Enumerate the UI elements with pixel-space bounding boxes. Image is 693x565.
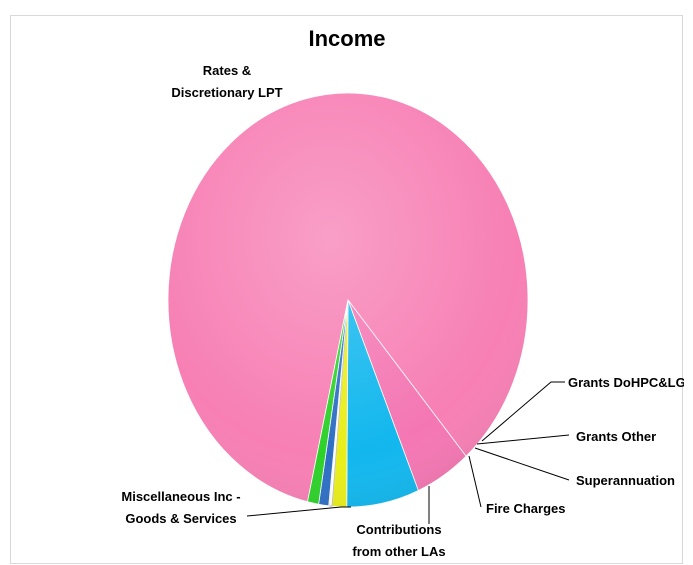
slice-label-line: Miscellaneous Inc -: [121, 489, 240, 504]
slice-label-line: Grants Other: [576, 429, 656, 444]
leader-line: [476, 434, 570, 445]
chart-area: Income Rates & Discretionary LPT Miscellan…: [10, 15, 684, 564]
leader-line: [481, 381, 565, 442]
slice-label-line: Fire Charges: [486, 501, 565, 516]
slice-label: Grants Other: [576, 429, 656, 444]
leader-line: [474, 447, 570, 481]
slice-label-line: Grants DoHPC&LG: [568, 375, 684, 390]
slice-label: Superannuation: [576, 473, 675, 488]
slice-label-line: Goods & Services: [125, 511, 236, 526]
slice-label: Contributions from other LAs: [352, 522, 445, 559]
slice-label: Miscellaneous Inc - Goods & Services: [121, 489, 240, 526]
slice-label: Fire Charges: [486, 501, 565, 516]
leader-line: [468, 455, 482, 508]
pie-chart: Income Rates & Discretionary LPT Miscellan…: [121, 26, 684, 559]
slice-label-line: Discretionary LPT: [171, 85, 282, 100]
slice-label-line: Contributions: [356, 522, 441, 537]
slice-label-line: Rates &: [203, 63, 251, 78]
slice-label-line: Superannuation: [576, 473, 675, 488]
slice-label: Grants DoHPC&LG: [568, 375, 684, 390]
chart-title: Income: [308, 26, 385, 51]
slice-label-line: from other LAs: [352, 544, 445, 559]
leader-line: [246, 506, 351, 517]
slice-label: Rates & Discretionary LPT: [171, 63, 282, 100]
